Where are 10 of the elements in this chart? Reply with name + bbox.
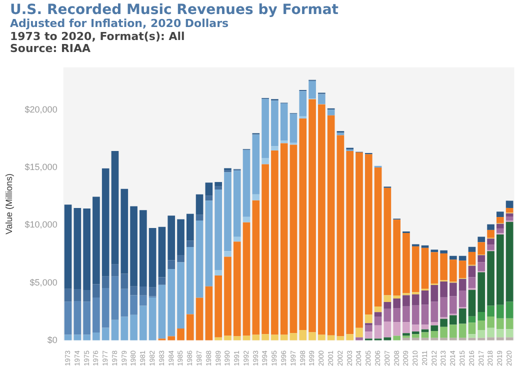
y-axis-title: Value (Millions) bbox=[4, 174, 14, 234]
y-tick-label: $10,000 bbox=[24, 220, 58, 230]
source-note: Source: RIAA bbox=[10, 42, 92, 56]
y-tick-label: $20,000 bbox=[24, 104, 58, 115]
text: 1973 to 2020, Format(s): All bbox=[10, 30, 186, 44]
y-tick-label: $15,000 bbox=[24, 162, 58, 172]
y-tick-label: $5,000 bbox=[30, 277, 58, 288]
y-tick-label: $0 bbox=[47, 334, 58, 345]
chart-subtitle: Adjusted for Inflation, 2020 Dollars bbox=[10, 17, 230, 31]
chart-title: U.S. Recorded Music Revenues by Format bbox=[10, 2, 340, 18]
